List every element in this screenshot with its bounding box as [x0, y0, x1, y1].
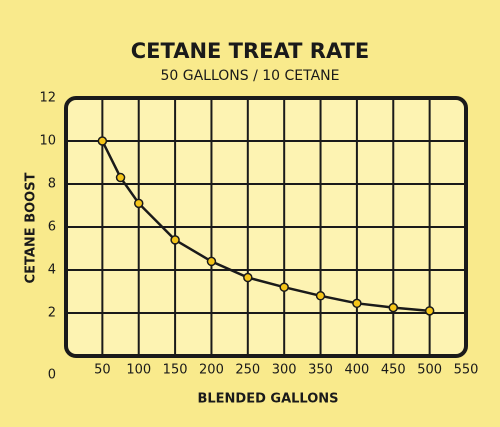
- point: [279, 282, 289, 292]
- y-axis-label: CETANE BOOST: [24, 172, 39, 283]
- chart-title: CETANE TREAT RATE: [131, 39, 370, 63]
- point: [315, 291, 326, 301]
- y-tick-label: 0: [48, 368, 56, 383]
- x-tick-label: 150: [163, 363, 188, 378]
- point: [388, 302, 399, 313]
- point: [243, 272, 253, 283]
- x-tick-label: 50: [94, 363, 111, 378]
- x-tick-label: 250: [235, 363, 260, 378]
- x-axis-label: BLENDED GALLONS: [197, 392, 338, 407]
- y-tick-label: 8: [48, 177, 56, 192]
- point: [352, 298, 362, 309]
- y-tick-label: 4: [48, 263, 56, 278]
- y-tick-label: 12: [39, 91, 56, 106]
- plot-frame: [64, 96, 468, 358]
- x-tick-label: 450: [381, 363, 406, 378]
- y-tick-label: 6: [48, 220, 56, 235]
- x-tick-label: 300: [272, 363, 297, 378]
- x-tick-label: 100: [126, 363, 151, 378]
- point: [115, 172, 126, 183]
- chart-subtitle: 50 GALLONS / 10 CETANE: [160, 68, 339, 84]
- point: [170, 235, 180, 245]
- x-tick-label: 400: [344, 363, 369, 378]
- y-tick-label: 2: [48, 306, 56, 321]
- x-tick-label: 500: [417, 363, 442, 378]
- point: [133, 198, 144, 209]
- point: [424, 306, 435, 316]
- point: [97, 136, 108, 146]
- x-tick-label: 550: [454, 363, 479, 378]
- y-tick-label: 10: [39, 134, 56, 149]
- x-tick-label: 200: [199, 363, 224, 378]
- x-tick-label: 350: [308, 363, 333, 378]
- point: [206, 256, 217, 267]
